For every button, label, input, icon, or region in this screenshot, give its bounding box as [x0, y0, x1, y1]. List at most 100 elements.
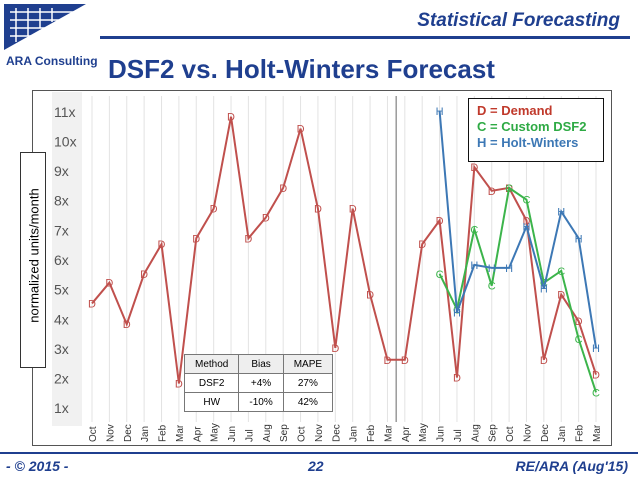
data-point-marker: D: [418, 239, 426, 251]
legend-hw: H = Holt-Winters: [477, 135, 579, 150]
y-tick-label: 2x: [54, 371, 69, 387]
data-point-marker: D: [244, 233, 252, 245]
data-point-marker: D: [540, 355, 548, 367]
y-tick-label: 10x: [54, 133, 77, 149]
table-cell: -10%: [238, 392, 284, 412]
table-cell: HW: [183, 392, 240, 412]
y-tick-label: 5x: [54, 282, 69, 298]
table-cell: +4%: [238, 373, 284, 393]
x-tick-label: Dec: [540, 424, 551, 442]
data-point-marker: D: [383, 355, 391, 367]
data-point-marker: H: [592, 343, 600, 355]
footer-copyright: - © 2015 -: [6, 458, 69, 474]
y-tick-label: 8x: [54, 193, 69, 209]
table-row: HW -10% 42%: [183, 392, 334, 412]
accuracy-table: Method Bias MAPE DSF2 +4% 27% HW -10% 42…: [183, 354, 334, 412]
x-tick-label: Jun: [436, 426, 447, 442]
y-axis-label: normalized units/month: [26, 188, 42, 323]
data-point-marker: H: [575, 233, 583, 245]
x-tick-label: Dec: [123, 424, 134, 442]
x-tick-label: Feb: [575, 424, 586, 442]
y-tick-label: 1x: [54, 400, 69, 416]
data-point-marker: C: [557, 266, 565, 278]
x-tick-label: Nov: [105, 424, 116, 442]
footer-rule: [0, 452, 638, 454]
y-tick-label: 4x: [54, 311, 69, 327]
x-tick-label: Sep: [488, 424, 499, 442]
data-point-marker: D: [297, 124, 305, 136]
legend-demand: D = Demand: [477, 103, 553, 118]
data-point-marker: C: [470, 224, 478, 236]
x-tick-label: Feb: [366, 424, 377, 442]
data-point-marker: D: [210, 204, 218, 216]
data-point-marker: D: [140, 269, 148, 281]
data-point-marker: H: [557, 207, 565, 219]
data-point-marker: D: [523, 215, 531, 227]
slide-title: DSF2 vs. Holt-Winters Forecast: [108, 54, 495, 84]
x-tick-label: Jul: [244, 429, 255, 442]
x-tick-label: Apr: [401, 426, 412, 442]
data-point-marker: D: [488, 186, 496, 198]
x-tick-label: Jan: [140, 426, 151, 442]
table-header-row: Method Bias MAPE: [183, 354, 334, 374]
x-tick-label: Oct: [88, 426, 99, 442]
header-rule: [100, 36, 630, 39]
data-point-marker: D: [557, 290, 565, 302]
data-point-marker: C: [505, 183, 513, 195]
y-tick-label: 3x: [54, 341, 69, 357]
x-tick-label: Jul: [453, 429, 464, 442]
table-row: DSF2 +4% 27%: [183, 373, 334, 393]
data-point-marker: D: [158, 239, 166, 251]
table-header: MAPE: [282, 354, 334, 374]
data-point-marker: H: [453, 307, 461, 319]
data-point-marker: H: [488, 263, 496, 275]
x-tick-label: Nov: [522, 424, 533, 442]
x-tick-label: Jan: [349, 426, 360, 442]
data-point-marker: D: [366, 290, 374, 302]
data-point-marker: D: [88, 298, 96, 310]
data-point-marker: D: [592, 370, 600, 382]
data-point-marker: H: [540, 284, 548, 296]
ara-logo: [4, 4, 86, 50]
x-tick-label: Mar: [383, 424, 394, 442]
series-line: [438, 186, 597, 393]
y-axis-band: [52, 92, 82, 426]
x-tick-label: Jun: [227, 426, 238, 442]
table-cell: 27%: [282, 373, 334, 393]
x-tick-label: Jan: [557, 426, 568, 442]
table-cell: DSF2: [183, 373, 240, 393]
data-point-marker: H: [523, 221, 531, 233]
data-point-marker: D: [401, 355, 409, 367]
data-point-marker: D: [175, 378, 183, 390]
data-point-marker: C: [523, 195, 531, 207]
x-tick-label: May: [210, 423, 221, 442]
data-point-marker: D: [105, 278, 113, 290]
y-tick-label: 6x: [54, 252, 69, 268]
data-point-marker: D: [123, 319, 131, 331]
data-point-marker: D: [349, 204, 357, 216]
data-point-marker: H: [505, 263, 513, 275]
x-tick-label: Oct: [297, 426, 308, 442]
section-title: Statistical Forecasting: [417, 10, 620, 31]
table-cell: 42%: [282, 392, 334, 412]
logo-triangle: [4, 4, 86, 50]
x-tick-label: Apr: [192, 426, 203, 442]
footer-page-number: 22: [308, 458, 324, 474]
data-point-marker: D: [314, 204, 322, 216]
data-point-marker: D: [331, 343, 339, 355]
data-point-marker: D: [227, 112, 235, 124]
x-tick-label: Feb: [158, 424, 169, 442]
chart-legend: D = Demand C = Custom DSF2 H = Holt-Wint…: [468, 98, 604, 162]
x-tick-label: Oct: [505, 426, 516, 442]
y-axis-label-box: normalized units/month: [20, 152, 46, 368]
legend-custom: C = Custom DSF2: [477, 119, 587, 134]
series-line: [438, 110, 597, 349]
table-header: Bias: [238, 354, 284, 374]
data-point-marker: D: [192, 233, 200, 245]
x-tick-label: Aug: [470, 424, 481, 442]
data-point-marker: D: [470, 162, 478, 174]
table-header: Method: [183, 354, 240, 374]
x-tick-label: Dec: [331, 424, 342, 442]
data-point-marker: D: [575, 316, 583, 328]
